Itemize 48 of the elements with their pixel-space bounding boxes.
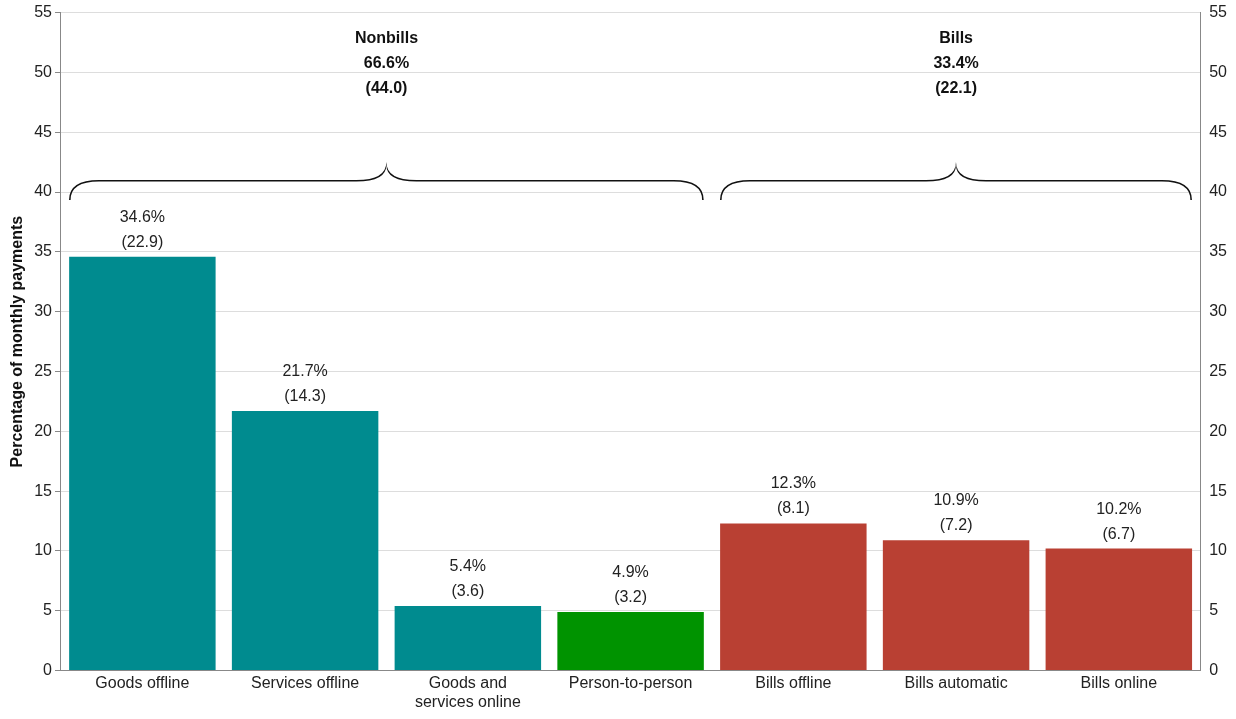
- data-label: 5.4% (3.6): [449, 557, 487, 599]
- y-tick-label: 25: [34, 361, 53, 379]
- y2-tick-label: 25: [1209, 361, 1228, 379]
- annotation: Nonbills 66.6% (44.0): [354, 28, 419, 96]
- bar: [882, 540, 1030, 671]
- y2-tick-label: 40: [1209, 182, 1228, 200]
- bar: [557, 611, 704, 671]
- x-tick-label: Goods offline: [95, 673, 190, 691]
- y2-tick-label: 10: [1209, 541, 1228, 559]
- y-tick-label: 50: [34, 62, 53, 80]
- x-tick-label: Goods and services online: [414, 673, 521, 710]
- y-tick-label: 15: [34, 481, 53, 499]
- y-tick-label: 45: [34, 122, 53, 140]
- data-label: 10.9% (7.2): [933, 491, 979, 534]
- y2-tick-label: 15: [1209, 481, 1228, 499]
- x-tick-label: Bills offline: [755, 673, 832, 691]
- annotation: Bills 33.4% (22.1): [933, 28, 979, 96]
- y2-tick-label: 35: [1209, 242, 1228, 260]
- y-tick-label: 35: [34, 242, 53, 260]
- bar: [231, 410, 379, 671]
- y2-tick-label: 55: [1209, 3, 1228, 21]
- data-label: 34.6% (22.9): [119, 207, 166, 250]
- y-tick-label: 30: [34, 302, 53, 320]
- bar: [720, 523, 867, 671]
- y-tick-label: 0: [43, 661, 53, 679]
- y-tick-label: 10: [34, 541, 53, 559]
- data-label: 10.2% (6.7): [1096, 499, 1142, 542]
- y2-tick-label: 45: [1209, 122, 1228, 140]
- y2-tick-label: 50: [1209, 62, 1228, 80]
- y2-tick-label: 0: [1209, 661, 1219, 679]
- y-tick-label: 5: [43, 601, 53, 619]
- y2-tick-label: 20: [1209, 421, 1228, 439]
- bar: [394, 606, 542, 671]
- bar: [1045, 548, 1193, 671]
- x-tick-label: Services offline: [251, 673, 360, 691]
- x-tick-label: Bills online: [1080, 673, 1158, 691]
- x-tick-label: Bills automatic: [904, 673, 1008, 691]
- y2-tick-label: 5: [1209, 601, 1219, 619]
- y-axis-title: Percentage of monthly payments: [8, 215, 26, 468]
- y-tick-label: 20: [34, 421, 53, 439]
- y-tick-label: 40: [34, 182, 53, 200]
- y2-tick-label: 30: [1209, 302, 1228, 320]
- data-label: 4.9% (3.2): [612, 562, 649, 605]
- data-label: 21.7% (14.3): [282, 361, 328, 404]
- x-tick-label: Person-to-person: [568, 673, 693, 691]
- bar: [69, 256, 216, 671]
- data-label: 12.3% (8.1): [770, 474, 817, 517]
- y-tick-label: 55: [34, 3, 53, 21]
